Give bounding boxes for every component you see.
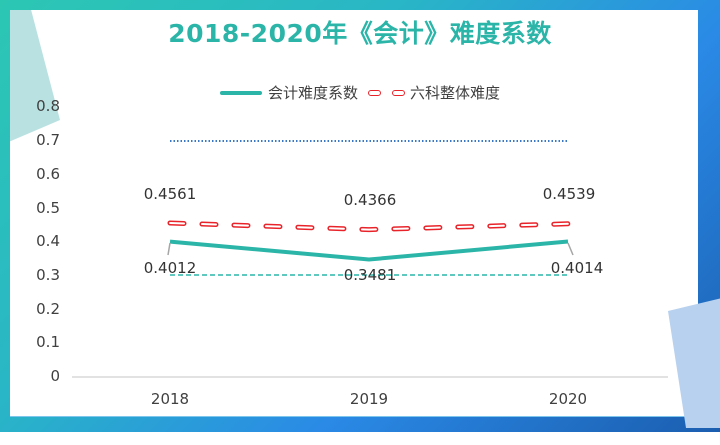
label-leader-line (167, 242, 171, 256)
y-tick-label: 0.8 (36, 97, 60, 115)
legend-item-series1: 会计难度系数 (219, 82, 358, 103)
x-tick-label: 2019 (349, 390, 389, 408)
y-tick-label: 0.1 (36, 333, 60, 351)
series-line-accounting-difficulty (169, 239, 569, 262)
data-label: 0.4014 (550, 259, 604, 277)
data-label: 0.4366 (343, 191, 397, 209)
data-label: 0.4012 (143, 259, 197, 277)
y-tick-label: 0.6 (36, 165, 60, 183)
y-tick-label: 0 (50, 367, 60, 385)
y-tick-label: 0.4 (36, 232, 60, 250)
chart-title: 2018-2020年《会计》难度系数 (168, 19, 552, 48)
chart-legend: 会计难度系数 六科整体难度 (0, 82, 720, 103)
data-label: 0.4561 (143, 185, 197, 203)
legend-label-series2: 六科整体难度 (410, 84, 501, 102)
legend-item-series2: 六科整体难度 (366, 82, 500, 103)
y-tick-label: 0.2 (36, 300, 60, 318)
dashed-line-swatch-icon (366, 89, 406, 97)
label-leader-line (567, 242, 574, 256)
y-tick-label: 0.7 (36, 131, 60, 149)
chart-panel (10, 10, 698, 416)
x-tick-label: 2020 (548, 390, 588, 408)
data-label: 0.4539 (542, 185, 596, 203)
solid-line-swatch-icon (219, 90, 262, 95)
x-tick-label: 2018 (150, 390, 190, 408)
series-line-overall-difficulty (167, 220, 571, 233)
y-tick-label: 0.3 (36, 266, 60, 284)
y-tick-label: 0.5 (36, 199, 60, 217)
data-label: 0.3481 (343, 266, 397, 284)
legend-label-series1: 会计难度系数 (267, 84, 358, 102)
